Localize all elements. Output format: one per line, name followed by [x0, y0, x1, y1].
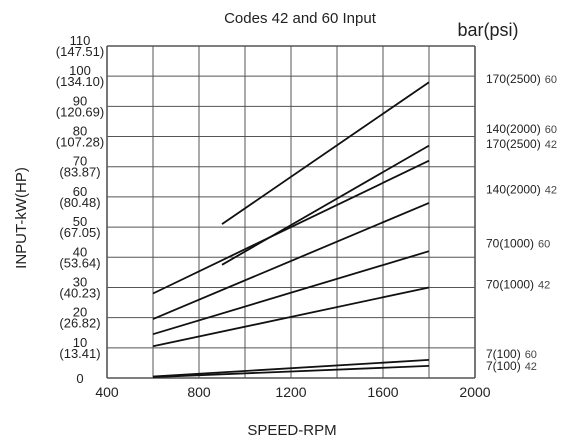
series-label-code: 42 — [545, 139, 557, 151]
series-label-code: 42 — [538, 279, 550, 291]
y-tick-hp-label: (53.64) — [59, 255, 100, 270]
y-tick-label: 20 — [73, 305, 87, 320]
x-tick-label: 800 — [187, 384, 211, 400]
y-tick-hp-label: (120.69) — [56, 104, 104, 119]
y-tick-label: 90 — [73, 93, 87, 108]
series-line — [221, 81, 430, 225]
series-label: 7(100) 60 — [486, 347, 537, 361]
grid — [106, 45, 476, 379]
x-tick-label: 1600 — [367, 384, 398, 400]
y-tick-hp-label: (83.87) — [59, 165, 100, 180]
series-label-pressure: 7(100) — [486, 359, 521, 373]
series-lines — [152, 81, 430, 378]
y-tick-hp-label: (134.10) — [56, 74, 104, 89]
legend-title: bar(psi) — [457, 20, 518, 40]
series-line — [152, 250, 430, 336]
y-tick-hp-label: (67.05) — [59, 225, 100, 240]
y-tick-label: 0 — [76, 371, 83, 386]
series-label-pressure: 140(2000) — [486, 122, 541, 136]
series-label: 140(2000) 60 — [486, 122, 557, 136]
series-label: 70(1000) 42 — [486, 277, 550, 291]
series-label-pressure: 70(1000) — [486, 277, 534, 291]
y-tick-label: 100 — [69, 63, 91, 78]
chart-title: Codes 42 and 60 Input — [224, 10, 377, 27]
y-tick-hp-label: (80.48) — [59, 195, 100, 210]
series-label-code: 60 — [545, 74, 557, 86]
y-axis-label: INPUT-kW(HP) — [13, 167, 30, 269]
series-line — [152, 202, 430, 320]
y-tick-label: 10 — [73, 335, 87, 350]
series-label-pressure: 70(1000) — [486, 237, 534, 251]
series-label-code: 42 — [525, 361, 537, 373]
series-label-pressure: 140(2000) — [486, 182, 541, 196]
x-tick-label: 2000 — [459, 384, 490, 400]
series-label-pressure: 170(2500) — [486, 72, 541, 86]
series-label-code: 42 — [545, 184, 557, 196]
series-line — [221, 144, 430, 266]
y-tick-label: 50 — [73, 214, 87, 229]
y-tick-label: 40 — [73, 244, 87, 259]
series-label-code: 60 — [538, 239, 550, 251]
x-tick-label: 1200 — [275, 384, 306, 400]
series-label-pressure: 7(100) — [486, 347, 521, 361]
y-tick-label: 80 — [73, 124, 87, 139]
series-label-pressure: 170(2500) — [486, 137, 541, 151]
series-label: 70(1000) 60 — [486, 237, 550, 251]
series-line — [152, 365, 430, 378]
y-tick-hp-label: (13.41) — [59, 346, 100, 361]
series-label: 170(2500) 42 — [486, 137, 557, 151]
y-tick-label: 70 — [73, 154, 87, 169]
y-tick-label: 110 — [70, 33, 91, 48]
y-tick-hp-label: (107.28) — [56, 135, 104, 150]
x-axis-label: SPEED-RPM — [247, 422, 336, 439]
series-label: 7(100) 42 — [486, 359, 537, 373]
series-label-code: 60 — [545, 124, 557, 136]
y-tick-hp-label: (26.82) — [59, 316, 100, 331]
series-line — [152, 159, 430, 295]
y-tick-label: 60 — [73, 184, 87, 199]
series-label: 170(2500) 60 — [486, 72, 557, 86]
series-line — [152, 359, 430, 378]
series-line — [152, 286, 430, 348]
y-tick-hp-label: (40.23) — [59, 285, 100, 300]
series-label-code: 60 — [525, 349, 537, 361]
x-tick-label: 400 — [95, 384, 119, 400]
axis-ticks: 400 800 1200 1600 2000010(13.41)20(26.82)30(… — [56, 33, 491, 400]
y-tick-label: 30 — [73, 274, 87, 289]
series-label: 140(2000) 42 — [486, 182, 557, 196]
y-tick-hp-label: (147.51) — [56, 44, 104, 59]
